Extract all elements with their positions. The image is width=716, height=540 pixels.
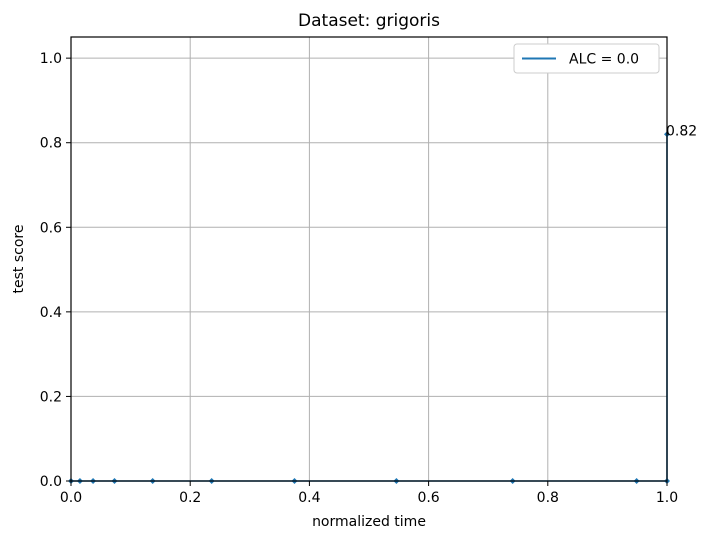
chart-title: Dataset: grigoris (298, 11, 440, 31)
y-tick-label: 0.8 (40, 136, 62, 152)
series-line (71, 134, 668, 482)
x-axis-label: normalized time (312, 514, 426, 530)
annotation-layer: 0.82 (666, 123, 697, 139)
series-layer (68, 131, 670, 484)
grid-layer (70, 37, 668, 482)
legend: ALC = 0.0 (513, 43, 660, 74)
plot-frame (70, 36, 668, 482)
data-label: 0.82 (666, 123, 697, 139)
x-tick-label: 1.0 (656, 490, 678, 506)
x-tick-label: 0.0 (60, 490, 82, 506)
y-tick-label: 0.2 (40, 389, 62, 405)
x-tick-label: 0.4 (298, 490, 320, 506)
legend-label: ALC = 0.0 (569, 52, 639, 68)
y-tick-label: 0.4 (40, 305, 62, 321)
legend-box (513, 43, 660, 74)
x-tick-label: 0.2 (179, 490, 201, 506)
y-axis-label: test score (11, 225, 27, 294)
y-axis-ticks: 0.0 0.2 0.4 0.6 0.8 1.0 (40, 51, 71, 490)
x-tick-label: 0.8 (537, 490, 559, 506)
x-axis-ticks: 0.0 0.2 0.4 0.6 0.8 1.0 (60, 481, 678, 506)
y-tick-label: 1.0 (40, 51, 62, 67)
y-tick-label: 0.6 (40, 220, 62, 236)
y-tick-label: 0.0 (40, 474, 62, 490)
x-tick-label: 0.6 (417, 490, 439, 506)
